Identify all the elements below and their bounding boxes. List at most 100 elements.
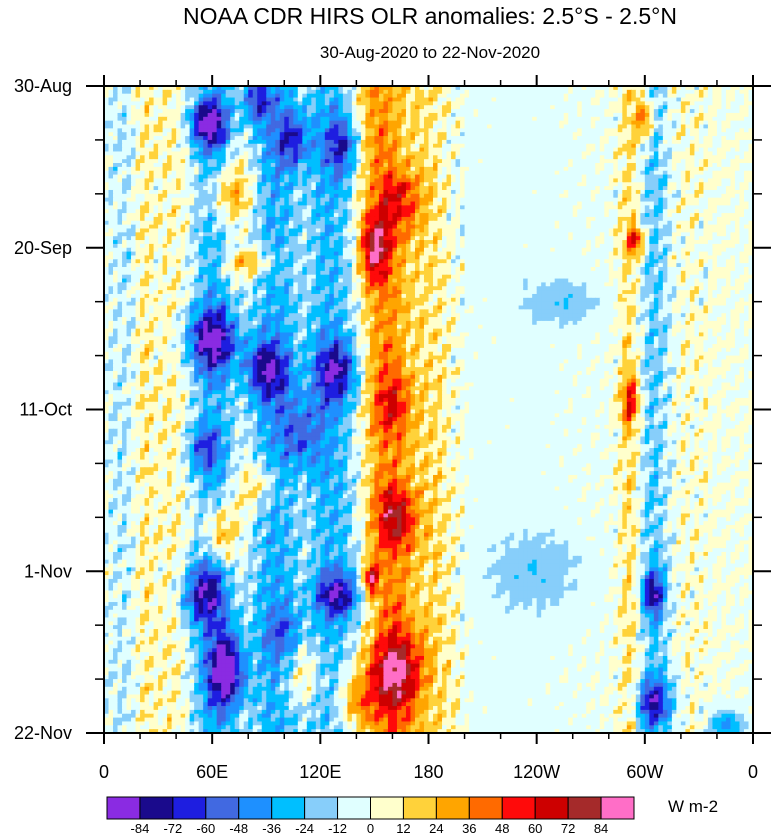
field-cell [505,209,510,213]
field-cell [514,151,519,155]
field-cell [631,136,636,140]
field-cell [528,144,533,148]
field-cell [338,136,343,140]
field-cell [537,94,542,98]
field-cell [631,182,636,186]
field-cell [667,113,672,117]
field-cell [609,186,614,190]
field-cell [190,213,195,217]
field-cell [604,182,609,186]
field-cell [690,186,695,190]
field-cell [586,105,591,109]
field-cell [681,101,686,105]
field-cell [109,175,114,179]
field-cell [185,202,190,206]
field-cell [217,167,222,171]
field-cell [744,140,749,144]
field-cell [649,202,654,206]
field-cell [555,117,560,121]
field-cell [370,113,375,117]
field-cell [212,136,217,140]
field-cell [289,121,294,125]
field-cell [320,128,325,132]
field-cell [586,190,591,194]
field-cell [460,98,465,102]
field-cell [343,94,348,98]
field-cell [410,101,415,105]
field-cell [456,144,461,148]
field-cell [172,90,177,94]
field-cell [681,155,686,159]
field-cell [316,217,321,221]
field-cell [537,217,542,221]
field-cell [609,163,614,167]
field-cell [167,109,172,113]
field-cell [672,128,677,132]
field-cell [685,128,690,132]
field-cell [631,186,636,190]
field-cell [465,159,470,163]
field-cell [573,159,578,163]
field-cell [663,148,668,152]
field-cell [397,121,402,125]
field-cell [465,202,470,206]
field-cell [613,117,618,121]
field-cell [235,198,240,202]
field-cell [266,132,271,136]
field-cell [145,182,150,186]
field-cell [253,121,258,125]
field-cell [397,198,402,202]
field-cell [690,105,695,109]
field-cell [600,155,605,159]
field-cell [631,202,636,206]
field-cell [478,121,483,125]
field-cell [419,121,424,125]
field-cell [501,101,506,105]
field-cell [316,128,321,132]
field-cell [194,98,199,102]
field-cell [730,90,735,94]
field-cell [239,202,244,206]
field-cell [532,113,537,117]
field-cell [257,155,262,159]
field-cell [721,105,726,109]
field-cell [636,209,641,213]
field-cell [320,171,325,175]
field-cell [676,155,681,159]
field-cell [289,178,294,182]
field-cell [681,94,686,98]
field-cell [699,105,704,109]
field-cell [631,113,636,117]
field-cell [154,98,159,102]
field-cell [307,136,312,140]
field-cell [185,128,190,132]
field-cell [739,182,744,186]
field-cell [347,209,352,213]
field-cell [109,113,114,117]
field-cell [158,163,163,167]
field-cell [658,94,663,98]
field-cell [298,167,303,171]
field-cell [280,186,285,190]
field-cell [410,132,415,136]
field-cell [325,140,330,144]
field-cell [356,178,361,182]
field-cell [140,155,145,159]
field-cell [474,117,479,121]
field-cell [320,182,325,186]
field-cell [577,98,582,102]
field-cell [176,151,181,155]
field-cell [284,163,289,167]
field-cell [708,125,713,129]
field-cell [275,190,280,194]
field-cell [672,190,677,194]
field-cell [158,175,163,179]
field-cell [658,121,663,125]
field-cell [392,198,397,202]
field-cell [726,136,731,140]
field-cell [523,90,528,94]
field-cell [302,171,307,175]
field-cell [190,190,195,194]
field-cell [325,128,330,132]
field-cell [555,202,560,206]
